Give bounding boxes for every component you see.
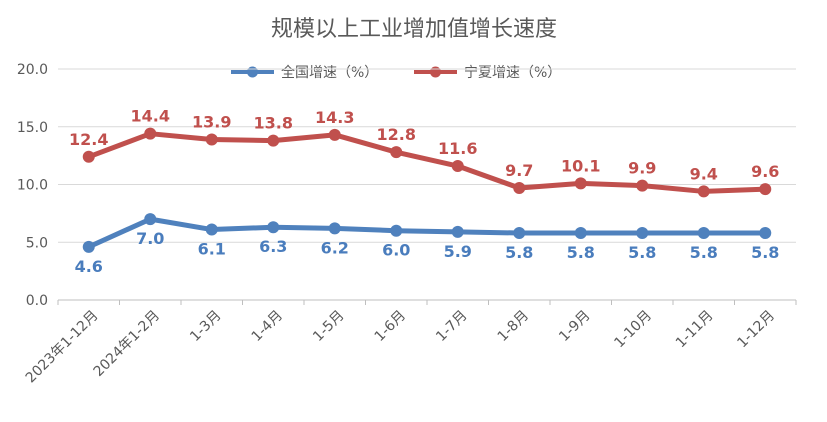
data-label-ningxia: 11.6 <box>438 139 477 158</box>
data-point-national <box>636 227 649 240</box>
data-point-ningxia <box>144 127 157 140</box>
data-point-national <box>574 227 587 240</box>
y-tick-label: 15.0 <box>17 120 48 136</box>
data-label-ningxia: 14.3 <box>315 108 354 127</box>
x-tick-label: 1-10月 <box>611 308 655 352</box>
data-label-national: 7.0 <box>136 229 164 248</box>
data-point-ningxia <box>636 179 649 192</box>
data-point-ningxia <box>267 134 280 147</box>
data-point-national <box>144 213 157 226</box>
data-point-national <box>513 227 526 240</box>
data-point-ningxia <box>697 185 710 198</box>
series-line-national <box>86 216 768 250</box>
x-tick-label: 1-8月 <box>495 308 532 345</box>
data-point-ningxia <box>451 160 464 173</box>
data-label-national: 5.8 <box>567 243 595 262</box>
y-tick-label: 0.0 <box>26 293 48 309</box>
data-label-national: 6.0 <box>382 241 410 260</box>
x-tick-label: 1-9月 <box>556 308 593 345</box>
data-point-national <box>697 227 710 240</box>
y-tick-label: 5.0 <box>26 235 48 251</box>
x-tick-label: 1-5月 <box>310 308 347 345</box>
data-label-ningxia: 14.4 <box>131 107 170 126</box>
y-tick-label: 10.0 <box>17 178 48 194</box>
data-label-national: 6.2 <box>321 238 349 257</box>
data-label-ningxia: 13.9 <box>192 112 231 131</box>
data-point-ningxia <box>82 150 95 163</box>
data-point-ningxia <box>759 183 772 196</box>
series-line-ningxia <box>86 131 768 194</box>
x-tick-label: 2024年1-2月 <box>91 308 163 380</box>
data-point-national <box>328 222 341 235</box>
x-tick-label: 1-11月 <box>673 308 717 352</box>
x-tick-label: 1-7月 <box>433 308 470 345</box>
legend-label-national: 全国增速（%） <box>281 64 378 81</box>
data-label-ningxia: 13.8 <box>254 114 293 133</box>
data-point-ningxia <box>390 146 403 159</box>
x-tick-label: 2023年1-12月 <box>23 308 102 387</box>
legend-marker-ningxia <box>430 66 441 78</box>
data-point-ningxia <box>205 133 218 146</box>
data-label-ningxia: 12.8 <box>377 125 416 144</box>
data-point-ningxia <box>574 177 587 190</box>
data-point-national <box>451 225 464 238</box>
data-label-ningxia: 10.1 <box>561 156 600 175</box>
data-point-ningxia <box>513 181 526 194</box>
data-label-ningxia: 12.4 <box>69 130 108 149</box>
data-point-national <box>390 224 403 237</box>
data-point-national <box>759 227 772 240</box>
data-point-national <box>205 223 218 236</box>
data-label-national: 6.1 <box>198 240 226 259</box>
legend-item-national: 全国增速（%） <box>231 64 378 81</box>
data-label-national: 6.3 <box>259 237 287 256</box>
data-point-national <box>267 221 280 234</box>
data-label-national: 5.8 <box>628 243 656 262</box>
data-label-ningxia: 9.7 <box>505 161 533 180</box>
y-tick-label: 20.0 <box>17 62 48 78</box>
data-label-national: 5.9 <box>444 242 472 261</box>
data-label-national: 5.8 <box>751 243 779 262</box>
data-label-ningxia: 9.4 <box>690 164 718 183</box>
x-tick-label: 1-12月 <box>734 308 778 352</box>
legend-marker-national <box>247 66 258 78</box>
legend-item-ningxia: 宁夏增速（%） <box>414 64 561 81</box>
x-tick-label: 1-4月 <box>249 308 286 345</box>
data-point-ningxia <box>328 128 341 141</box>
x-tick-label: 1-6月 <box>372 308 409 345</box>
data-label-ningxia: 9.9 <box>628 159 656 178</box>
legend-label-ningxia: 宁夏增速（%） <box>464 64 561 81</box>
data-label-ningxia: 9.6 <box>751 162 779 181</box>
data-point-national <box>82 240 95 253</box>
x-tick-label: 1-3月 <box>187 308 224 345</box>
chart-title: 规模以上工业增加值增长速度 <box>271 17 557 42</box>
data-label-national: 5.8 <box>690 243 718 262</box>
data-label-national: 5.8 <box>505 243 533 262</box>
data-label-national: 4.6 <box>75 257 103 276</box>
legend: 全国增速（%） 宁夏增速（%） <box>231 64 561 81</box>
